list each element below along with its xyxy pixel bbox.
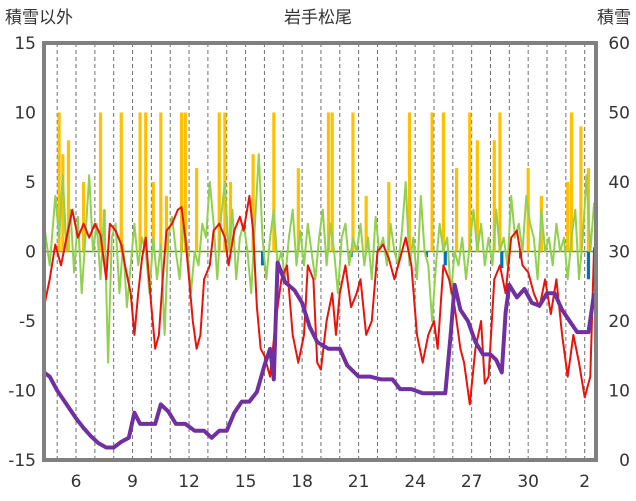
sunshine-bar [138, 112, 142, 252]
right-tick-label: 60 [608, 34, 630, 54]
sunshine-bar [407, 112, 412, 252]
sunshine-bar [272, 112, 276, 252]
right-tick-label: 0 [619, 451, 630, 471]
precipitation-bar [500, 251, 504, 269]
sunshine-bar [81, 182, 86, 252]
right-tick-labels: 60 50 40 30 20 10 0 [608, 34, 630, 471]
left-tick-label: 0 [25, 243, 36, 263]
sunshine-bar [217, 112, 221, 252]
left-tick-label: -10 [8, 382, 36, 402]
sunshine-bar [441, 112, 445, 252]
x-tick-labels: 6 9 12 15 18 21 24 27 30 2 [71, 472, 590, 492]
right-tick-label: 20 [608, 312, 630, 332]
x-tick-label: 9 [127, 472, 138, 492]
right-tick-label: 30 [608, 243, 630, 263]
x-tick-label: 27 [461, 472, 483, 492]
sunshine-bar [475, 140, 479, 252]
snow-depth-line [42, 260, 597, 450]
sunshine-bar [326, 112, 331, 252]
x-tick-label: 18 [291, 472, 313, 492]
wind-line [43, 153, 596, 364]
plot-border [42, 41, 598, 462]
x-tick-label: 30 [517, 472, 539, 492]
sunshine-bar [144, 112, 148, 252]
sunshine-bar [159, 112, 163, 252]
sunshine-bar [98, 112, 103, 252]
right-axis-label: 積雪 [597, 8, 631, 28]
left-tick-label: 15 [14, 34, 36, 54]
wind-series [43, 153, 596, 364]
chart-title: 岩手松尾 [284, 8, 352, 28]
sunshine-bar [468, 112, 472, 252]
left-tick-label: -5 [19, 312, 36, 332]
sunshine-bar [569, 112, 574, 252]
sunshine-bar [430, 112, 434, 252]
snow-depth-series [42, 260, 597, 450]
x-tick-label: 15 [235, 472, 257, 492]
sunshine-bar [61, 154, 65, 252]
sunshine-bar [57, 112, 61, 252]
sunshine-bar [151, 182, 155, 252]
sunshine-bar [364, 195, 368, 252]
sunshine-bar [164, 195, 169, 252]
sunshine-bar [296, 168, 300, 252]
sunshine-bar [454, 168, 459, 252]
left-tick-label: 5 [25, 173, 36, 193]
right-tick-label: 10 [608, 382, 630, 402]
x-tick-label: 21 [348, 472, 370, 492]
precipitation-bar [424, 251, 429, 258]
sunshine-bar [579, 126, 583, 252]
right-tick-label: 50 [608, 104, 630, 124]
temperature-line [43, 194, 596, 406]
sunshine-bar [387, 182, 391, 252]
sunshine-bar [179, 112, 184, 252]
precipitation-bar [586, 251, 591, 280]
x-tick-label: 6 [71, 472, 82, 492]
x-tick-label: 2 [579, 472, 590, 492]
left-tick-label: -15 [8, 451, 36, 471]
right-tick-label: 40 [608, 173, 630, 193]
precipitation-bar [443, 251, 447, 266]
sunshine-bar [251, 154, 255, 252]
sunshine-bar [228, 182, 233, 252]
sunshine-bar [195, 168, 199, 252]
sunshine-bar [498, 112, 502, 252]
x-tick-label: 12 [178, 472, 200, 492]
left-tick-labels: 15 10 5 0 -5 -10 -15 [8, 34, 36, 471]
sunshine-bar [330, 112, 334, 252]
sunshine-bar [351, 112, 355, 252]
sunshine-bar [566, 182, 570, 252]
x-tick-label: 24 [404, 472, 426, 492]
sunshine-bar [119, 112, 123, 252]
sunshine-bar [66, 140, 71, 252]
left-axis-label: 積雪以外 [5, 8, 73, 28]
sunshine-bar [492, 140, 496, 252]
left-tick-label: 10 [14, 104, 36, 124]
temperature-series [43, 194, 596, 406]
sunshine-bar [183, 112, 187, 252]
precipitation-bar [260, 251, 265, 266]
plot-frame [42, 41, 598, 462]
